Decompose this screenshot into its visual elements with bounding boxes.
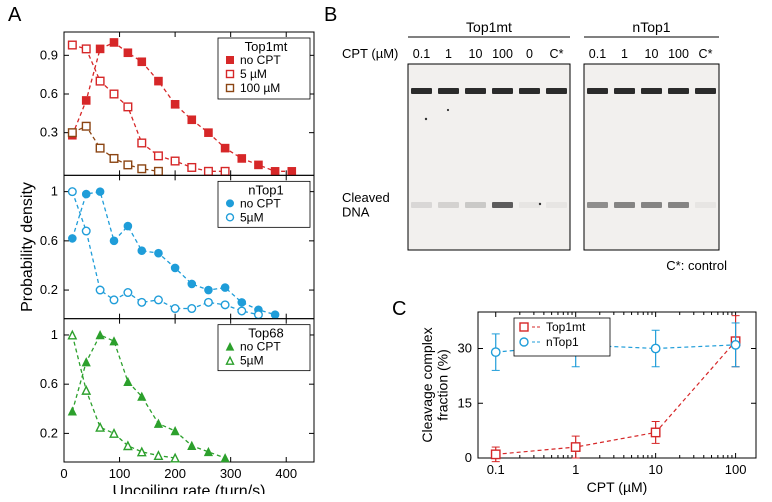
- svg-text:Top68: Top68: [248, 326, 283, 341]
- svg-text:400: 400: [275, 466, 297, 481]
- svg-text:no CPT: no CPT: [240, 340, 281, 354]
- svg-text:5 µM: 5 µM: [240, 67, 267, 81]
- panel-a-chart: Probability density0.30.60.9Top1mtno CPT…: [14, 14, 324, 494]
- svg-text:10: 10: [645, 47, 659, 61]
- svg-text:200: 200: [164, 466, 186, 481]
- svg-text:Top1mt: Top1mt: [245, 39, 288, 54]
- svg-text:100: 100: [668, 47, 689, 61]
- svg-text:Cleavage complexfraction (%): Cleavage complexfraction (%): [419, 327, 450, 442]
- svg-text:300: 300: [220, 466, 242, 481]
- svg-text:0.6: 0.6: [40, 233, 58, 248]
- svg-text:0.6: 0.6: [40, 376, 58, 391]
- svg-text:Probability density: Probability density: [19, 182, 36, 312]
- svg-text:0.2: 0.2: [40, 282, 58, 297]
- svg-text:nTop1: nTop1: [546, 335, 579, 349]
- svg-text:5µM: 5µM: [240, 354, 264, 368]
- svg-text:5µM: 5µM: [240, 210, 264, 224]
- svg-text:100: 100: [725, 462, 747, 477]
- svg-text:0.9: 0.9: [40, 47, 58, 62]
- svg-text:nTop1: nTop1: [248, 182, 283, 197]
- panel-c-label: C: [392, 298, 406, 321]
- svg-text:1: 1: [445, 47, 452, 61]
- svg-text:CPT (µM): CPT (µM): [587, 479, 648, 495]
- svg-text:100: 100: [109, 466, 131, 481]
- svg-text:Top1mt: Top1mt: [546, 320, 586, 334]
- svg-text:0.3: 0.3: [40, 125, 58, 140]
- svg-text:30: 30: [458, 341, 472, 356]
- svg-text:Top1mt: Top1mt: [466, 19, 512, 35]
- svg-text:Uncoiling rate (turn/s): Uncoiling rate (turn/s): [113, 483, 266, 494]
- svg-text:nTop1: nTop1: [632, 19, 670, 35]
- svg-text:100: 100: [492, 47, 513, 61]
- svg-text:10: 10: [469, 47, 483, 61]
- svg-text:0.1: 0.1: [487, 462, 505, 477]
- svg-text:C*: control: C*: control: [666, 258, 727, 273]
- svg-text:no CPT: no CPT: [240, 196, 281, 210]
- svg-text:0.1: 0.1: [589, 47, 606, 61]
- svg-text:1: 1: [51, 327, 58, 342]
- svg-text:0.6: 0.6: [40, 86, 58, 101]
- svg-text:0.1: 0.1: [413, 47, 430, 61]
- svg-text:no CPT: no CPT: [240, 53, 281, 67]
- svg-text:100 µM: 100 µM: [240, 81, 280, 95]
- svg-text:0: 0: [526, 47, 533, 61]
- svg-text:1: 1: [572, 462, 579, 477]
- svg-text:C*: C*: [550, 47, 564, 61]
- panel-b-gel: CPT (µM) Top1mt 0.1 1 10 100 0 C* nTop1 0.1 1 10 100…: [336, 10, 770, 298]
- svg-text:CPT (µM): CPT (µM): [342, 46, 398, 61]
- svg-text:1: 1: [621, 47, 628, 61]
- svg-text:1: 1: [51, 184, 58, 199]
- svg-text:CleavedDNA: CleavedDNA: [342, 190, 390, 219]
- svg-text:10: 10: [648, 462, 662, 477]
- panel-c-chart: 0.1 1 10 100 0 15 30 Top1mtnTop1 CPT (µM) Cleavag…: [406, 300, 766, 500]
- svg-text:0: 0: [60, 466, 67, 481]
- svg-text:0: 0: [465, 450, 472, 465]
- svg-text:0.2: 0.2: [40, 425, 58, 440]
- svg-text:C*: C*: [699, 47, 713, 61]
- svg-text:15: 15: [458, 395, 472, 410]
